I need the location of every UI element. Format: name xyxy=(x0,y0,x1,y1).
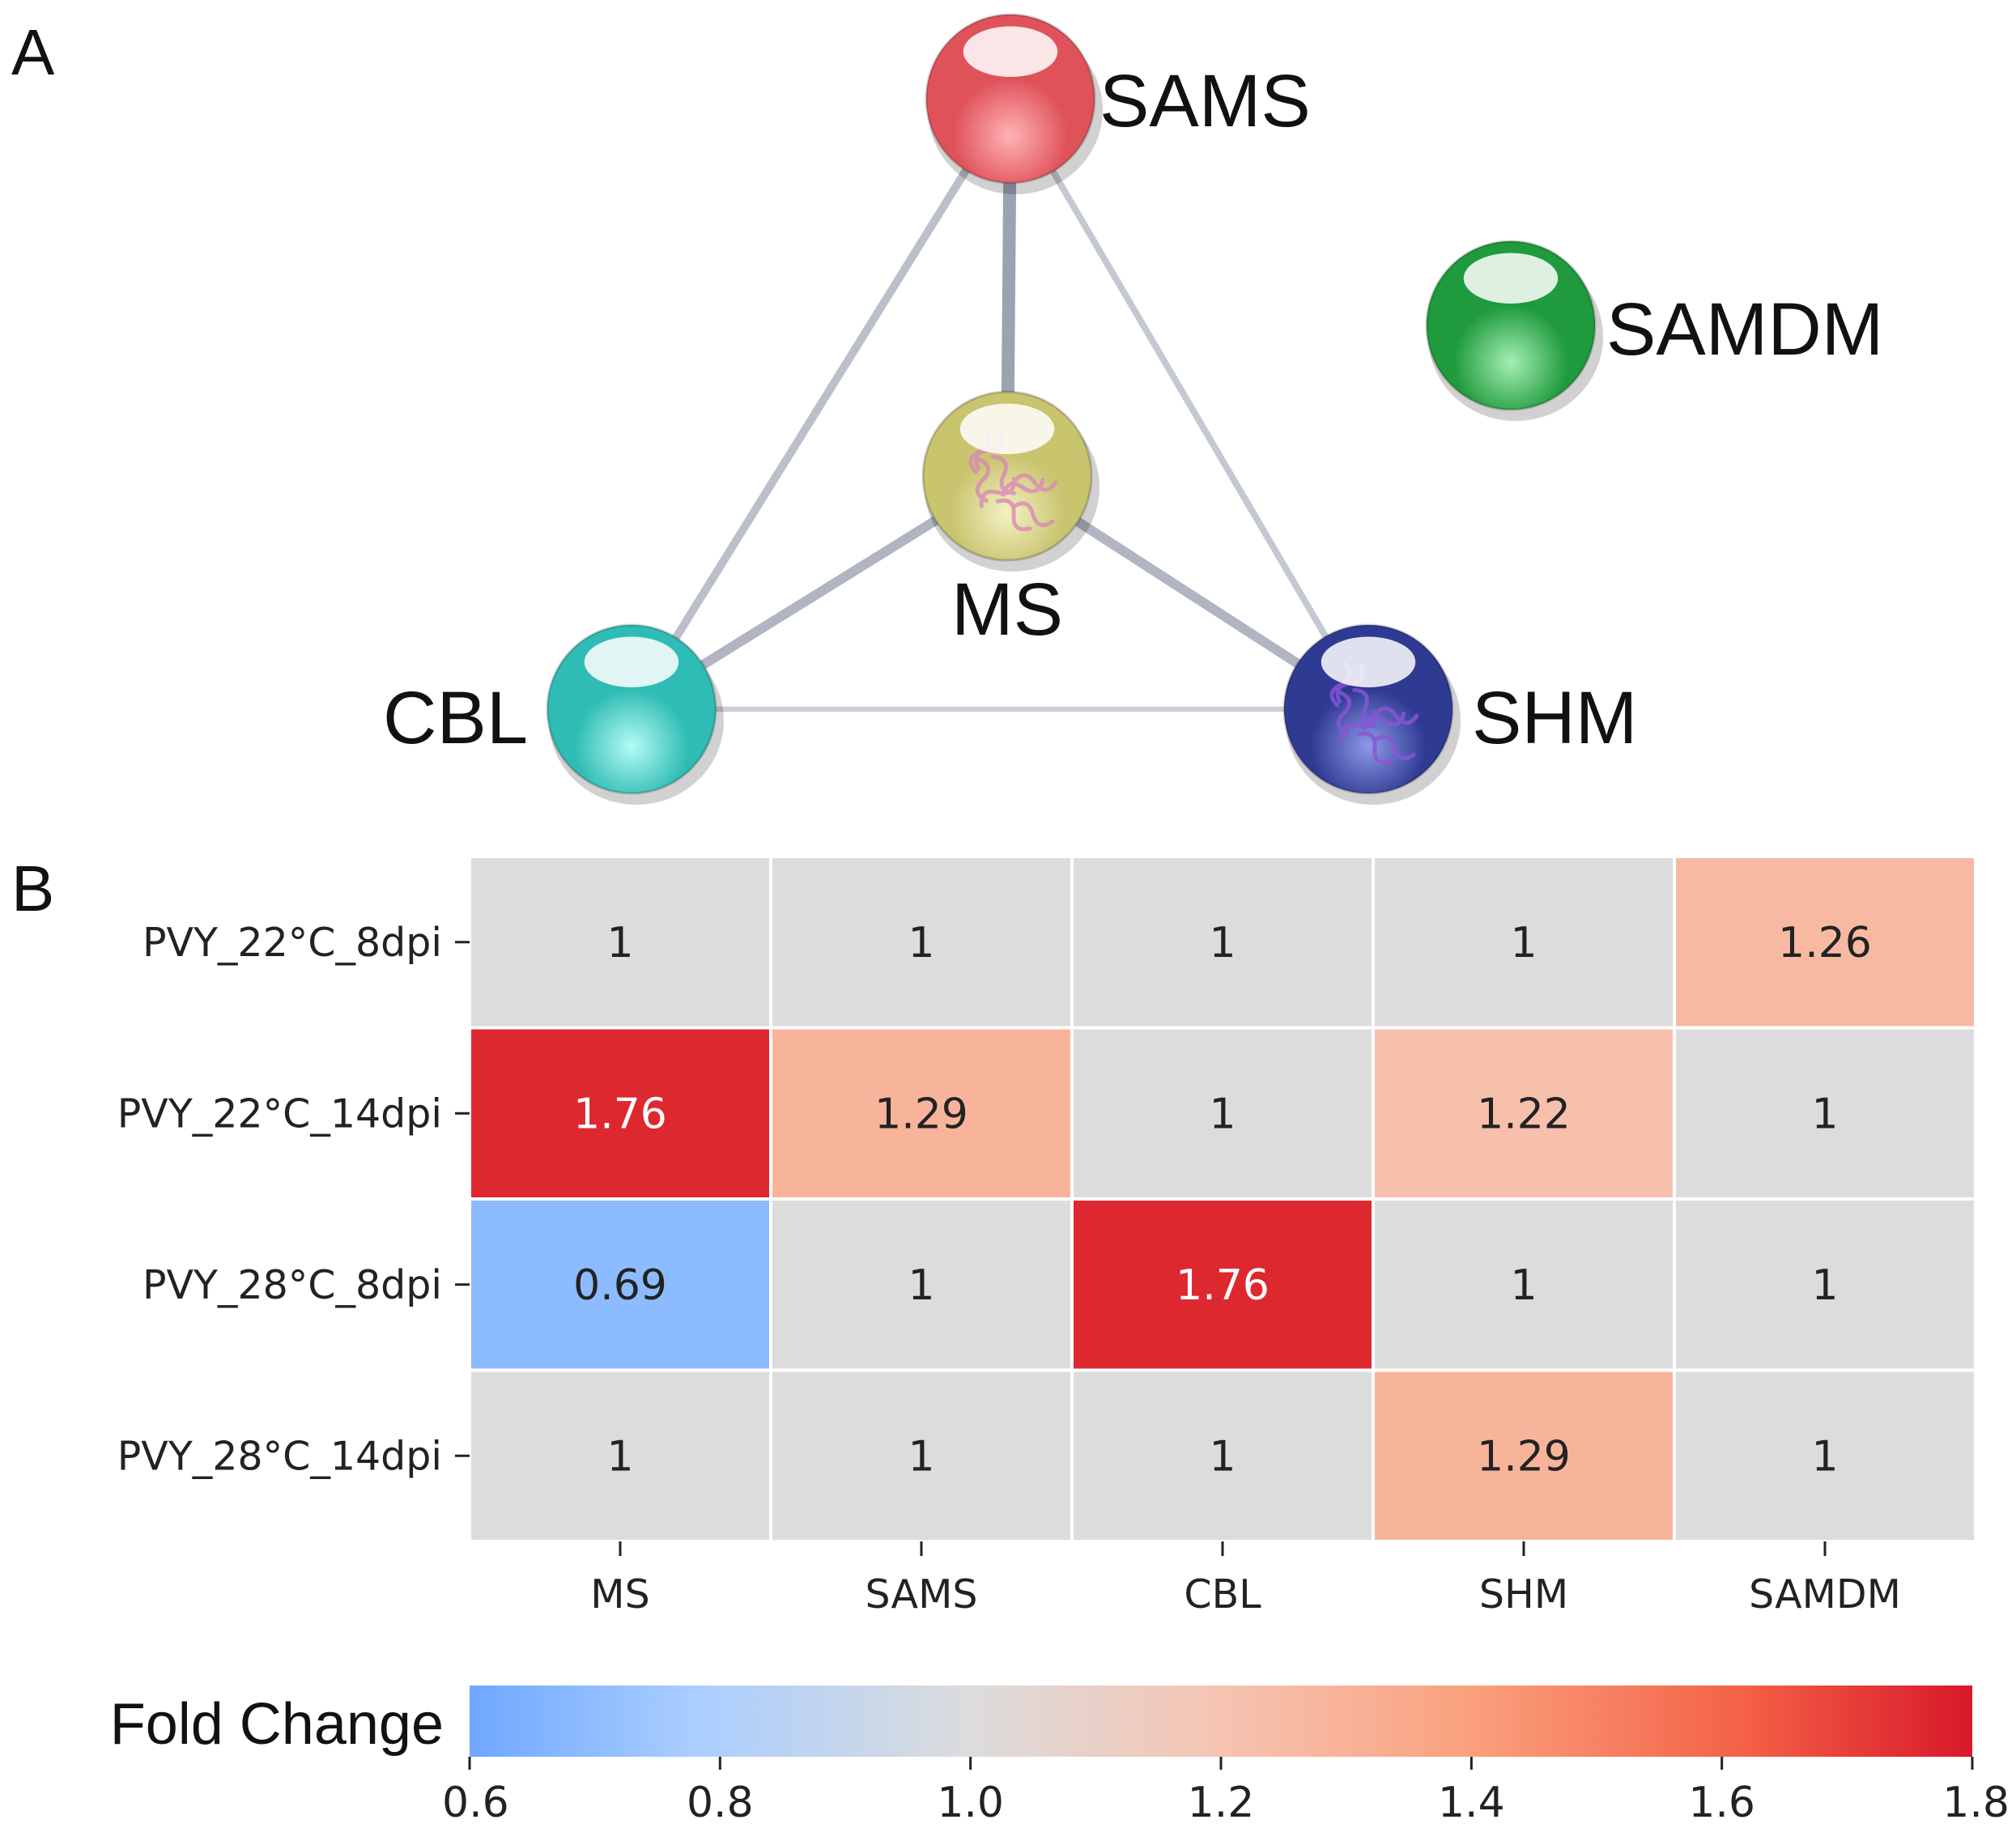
heatmap-cell: 1.76 xyxy=(468,1026,772,1201)
column-label: SHM xyxy=(1479,1571,1568,1618)
colorbar-tick-label: 1.0 xyxy=(937,1779,1004,1827)
node-highlight xyxy=(959,403,1055,454)
heatmap-row-labels: PVY_22°C_8dpi PVY_22°C_14dpi PVY_28°C_8dpi… xyxy=(117,920,470,1479)
heatmap-cell: 1 xyxy=(1372,855,1676,1030)
heatmap-cell: 1 xyxy=(1673,1026,1977,1201)
heatmap-cell-label: 1 xyxy=(1811,1432,1838,1481)
heatmap-cell-label: 1 xyxy=(1209,919,1236,967)
column-label: MS xyxy=(590,1571,649,1618)
heatmap-cell-fill xyxy=(1372,1368,1676,1543)
heatmap-cell-fill xyxy=(769,1197,1074,1372)
heatmap-cell: 1 xyxy=(1372,1197,1676,1372)
column-label: SAMS xyxy=(866,1571,978,1618)
edge-sams-cbl xyxy=(627,96,1014,712)
heatmap-cell-label: 1 xyxy=(606,1432,633,1481)
heatmap-cell-fill xyxy=(1372,1197,1676,1372)
row-label: PVY_28°C_8dpi xyxy=(142,1262,442,1308)
node-highlight xyxy=(1463,253,1559,304)
heatmap-cell-label: 0.69 xyxy=(573,1261,667,1310)
heatmap-cell-label: 1 xyxy=(908,1261,934,1310)
heatmap-cell-fill xyxy=(468,1368,772,1543)
edge-sams-shm xyxy=(1007,96,1372,712)
node-highlight xyxy=(1321,636,1416,687)
heatmap-cell-label: 1 xyxy=(1811,1261,1838,1310)
heatmap-cell: 1 xyxy=(1070,1368,1375,1543)
interaction-network: SAMS MS CBL SHM SAMDM xyxy=(383,13,1883,805)
node-label-sams: SAMS xyxy=(1099,60,1311,142)
heatmap-cell: 1.76 xyxy=(1070,1197,1375,1372)
panel-b-label: B xyxy=(11,852,54,925)
heatmap-cell-fill xyxy=(1372,855,1676,1030)
colorbar-tick-label: 1.6 xyxy=(1688,1779,1755,1827)
colorbar-title: Fold Change xyxy=(110,1692,444,1757)
colorbar-tick-label: 0.8 xyxy=(687,1779,754,1827)
heatmap-cell-fill xyxy=(1070,1026,1375,1201)
node-label-samdm: SAMDM xyxy=(1606,288,1883,371)
heatmap-cell: 1 xyxy=(1070,1026,1375,1201)
heatmap-column-labels: MS SAMS CBL SHM SAMDM xyxy=(590,1541,1901,1618)
heatmap-cell: 1.26 xyxy=(1673,855,1977,1030)
network-nodes: SAMS MS CBL SHM SAMDM xyxy=(383,13,1883,805)
heatmap-cell-label: 1.26 xyxy=(1778,919,1872,967)
heatmap-cell-fill xyxy=(1070,1368,1375,1543)
colorbar: Fold Change 0.6 0.8 1.0 1.2 1.4 1.6 1.8 xyxy=(110,1686,2010,1827)
heatmap-cell-fill xyxy=(1673,855,1977,1030)
heatmap-cell-label: 1 xyxy=(1510,1261,1537,1310)
heatmap-cell-label: 1 xyxy=(1209,1432,1236,1481)
heatmap-cell-fill xyxy=(1372,1026,1676,1201)
heatmap-cell-fill xyxy=(1673,1197,1977,1372)
heatmap-cell-label: 1.22 xyxy=(1477,1090,1571,1138)
heatmap-cell-label: 1.76 xyxy=(573,1090,667,1138)
node-highlight xyxy=(963,26,1058,77)
heatmap-cell-label: 1 xyxy=(606,919,633,967)
node-label-cbl: CBL xyxy=(383,677,528,759)
heatmap-cell: 1 xyxy=(1673,1197,1977,1372)
node-ms[interactable]: MS xyxy=(921,390,1099,651)
panel-a-label: A xyxy=(11,16,55,88)
heatmap-cell-label: 1 xyxy=(908,1432,934,1481)
heatmap-cell: 1 xyxy=(769,1197,1074,1372)
heatmap-cell-label: 1.76 xyxy=(1176,1261,1270,1310)
column-label: SAMDM xyxy=(1749,1571,1901,1618)
heatmap: 1 1 1 1 1.26 1.76 1.29 1 1.22 1 0.69 1 1.76 1 1 1 1 1 1.29… xyxy=(117,855,1977,1618)
row-label: PVY_22°C_8dpi xyxy=(142,920,442,966)
row-label: PVY_22°C_14dpi xyxy=(117,1090,442,1137)
heatmap-cells: 1 1 1 1 1.26 1.76 1.29 1 1.22 1 0.69 1 1.76 1 1 1 1 1 1.29… xyxy=(468,855,1977,1543)
heatmap-cell: 1.29 xyxy=(769,1026,1074,1201)
heatmap-cell-label: 1.29 xyxy=(1477,1432,1571,1481)
colorbar-gradient xyxy=(470,1686,1972,1757)
node-sams[interactable]: SAMS xyxy=(925,13,1311,194)
colorbar-tick-label: 1.8 xyxy=(1942,1779,2010,1827)
heatmap-cell: 1 xyxy=(468,855,772,1030)
heatmap-cell: 1.29 xyxy=(1372,1368,1676,1543)
node-samdm[interactable]: SAMDM xyxy=(1425,240,1883,421)
heatmap-cell-label: 1 xyxy=(908,919,934,967)
node-cbl[interactable]: CBL xyxy=(383,623,724,805)
row-label: PVY_28°C_14dpi xyxy=(117,1433,442,1479)
heatmap-cell-label: 1 xyxy=(1811,1090,1838,1138)
heatmap-cell: 1.22 xyxy=(1372,1026,1676,1201)
heatmap-cell-fill xyxy=(1673,1026,1977,1201)
heatmap-cell: 0.69 xyxy=(468,1197,772,1372)
heatmap-cell: 1 xyxy=(1070,855,1375,1030)
heatmap-cell-label: 1.29 xyxy=(874,1090,968,1138)
colorbar-tick-label: 1.2 xyxy=(1188,1779,1255,1827)
heatmap-cell: 1 xyxy=(1673,1368,1977,1543)
heatmap-cell-label: 1 xyxy=(1209,1090,1236,1138)
heatmap-cell: 1 xyxy=(769,1368,1074,1543)
node-label-ms: MS xyxy=(951,568,1063,651)
heatmap-cell: 1 xyxy=(769,855,1074,1030)
node-shm[interactable]: SHM xyxy=(1282,623,1637,805)
heatmap-cell: 1 xyxy=(468,1368,772,1543)
heatmap-cell-fill xyxy=(769,855,1074,1030)
colorbar-tick-label: 0.6 xyxy=(442,1779,509,1827)
node-highlight xyxy=(584,636,679,687)
colorbar-ticks: 0.6 0.8 1.0 1.2 1.4 1.6 1.8 xyxy=(442,1757,2010,1827)
colorbar-tick-label: 1.4 xyxy=(1438,1779,1505,1827)
heatmap-cell-label: 1 xyxy=(1510,919,1537,967)
node-label-shm: SHM xyxy=(1472,677,1637,759)
heatmap-cell-fill xyxy=(769,1368,1074,1543)
column-label: CBL xyxy=(1184,1571,1261,1618)
